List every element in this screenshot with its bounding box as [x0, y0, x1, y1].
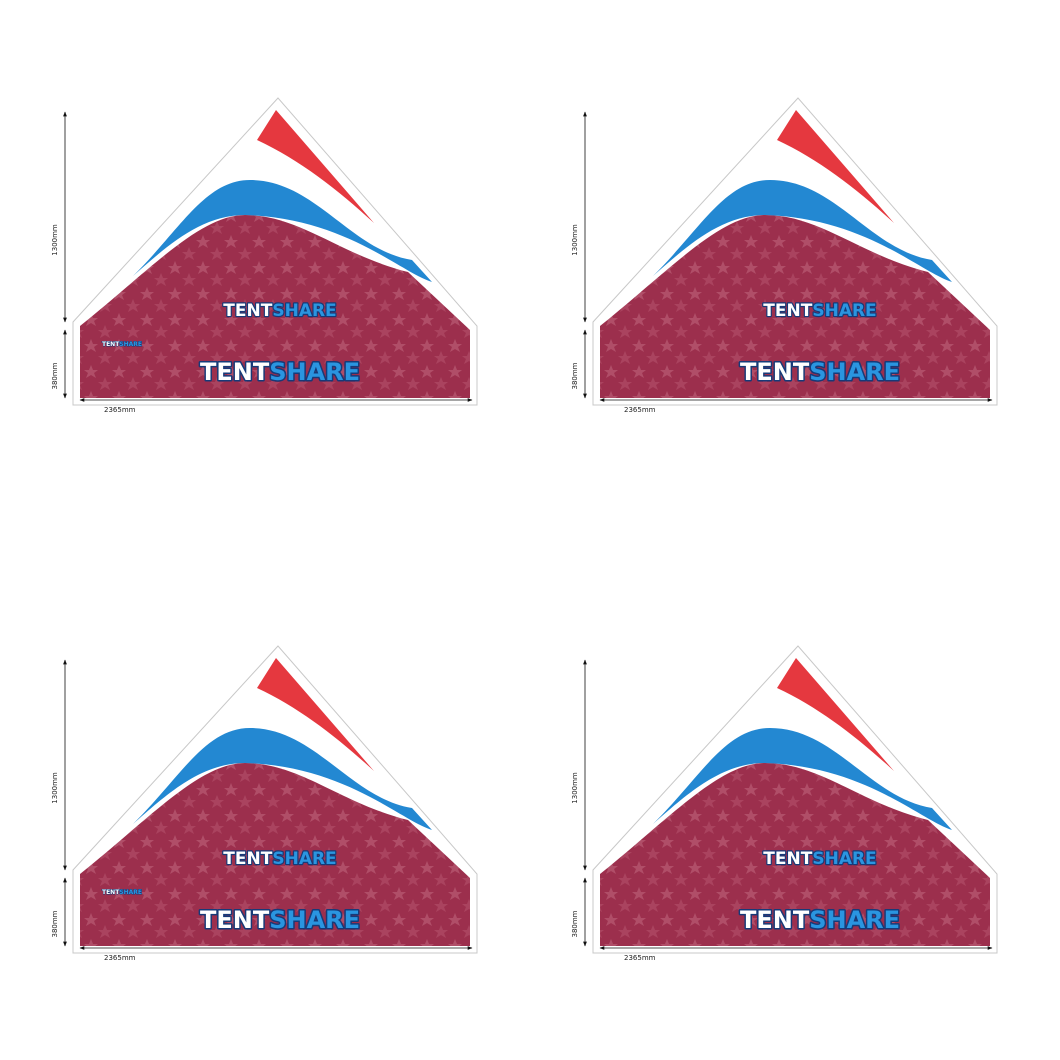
base-label: 380mm — [51, 910, 59, 937]
logo-share: SHARE — [812, 301, 876, 321]
logo-tent: TENT — [740, 906, 810, 934]
logo-share: SHARE — [809, 358, 900, 386]
logo: TENTSHARE — [200, 358, 360, 386]
logo: TENTSHARE — [223, 849, 336, 869]
height-label: 1300mm — [571, 224, 579, 256]
logo-tent: TENT — [763, 849, 812, 869]
logo-tent: TENT — [223, 849, 272, 869]
logo-tent: TENT — [200, 358, 270, 386]
logo: TENTSHARE — [763, 301, 876, 321]
logo: TENTSHARE — [763, 849, 876, 869]
width-label: 2365mm — [624, 406, 656, 414]
width-label: 2365mm — [624, 954, 656, 962]
logo-tent: TENT — [102, 889, 120, 896]
tent-panel: 1300mm380mm2365mmTENTSHARETENTSHARETENTS… — [51, 98, 477, 414]
logo-share: SHARE — [809, 906, 900, 934]
base-label: 380mm — [571, 362, 579, 389]
height-label: 1300mm — [571, 772, 579, 804]
logo: TENTSHARE — [102, 341, 142, 348]
logo: TENTSHARE — [740, 906, 900, 934]
logo-share: SHARE — [272, 849, 336, 869]
logo-share: SHARE — [269, 358, 360, 386]
base-label: 380mm — [51, 362, 59, 389]
logo-tent: TENT — [200, 906, 270, 934]
logo-tent: TENT — [763, 301, 812, 321]
height-label: 1300mm — [51, 772, 59, 804]
width-label: 2365mm — [104, 954, 136, 962]
height-label: 1300mm — [51, 224, 59, 256]
logo: TENTSHARE — [740, 358, 900, 386]
logo: TENTSHARE — [223, 301, 336, 321]
logo: TENTSHARE — [102, 889, 142, 896]
width-label: 2365mm — [104, 406, 136, 414]
logo: TENTSHARE — [200, 906, 360, 934]
logo-tent: TENT — [102, 341, 120, 348]
logo-share: SHARE — [269, 906, 360, 934]
tent-panel: 1300mm380mm2365mmTENTSHARETENTSHARETENTS… — [51, 646, 477, 962]
base-label: 380mm — [571, 910, 579, 937]
logo-tent: TENT — [223, 301, 272, 321]
logo-share: SHARE — [119, 889, 142, 896]
logo-tent: TENT — [740, 358, 810, 386]
logo-share: SHARE — [119, 341, 142, 348]
logo-share: SHARE — [272, 301, 336, 321]
logo-share: SHARE — [812, 849, 876, 869]
